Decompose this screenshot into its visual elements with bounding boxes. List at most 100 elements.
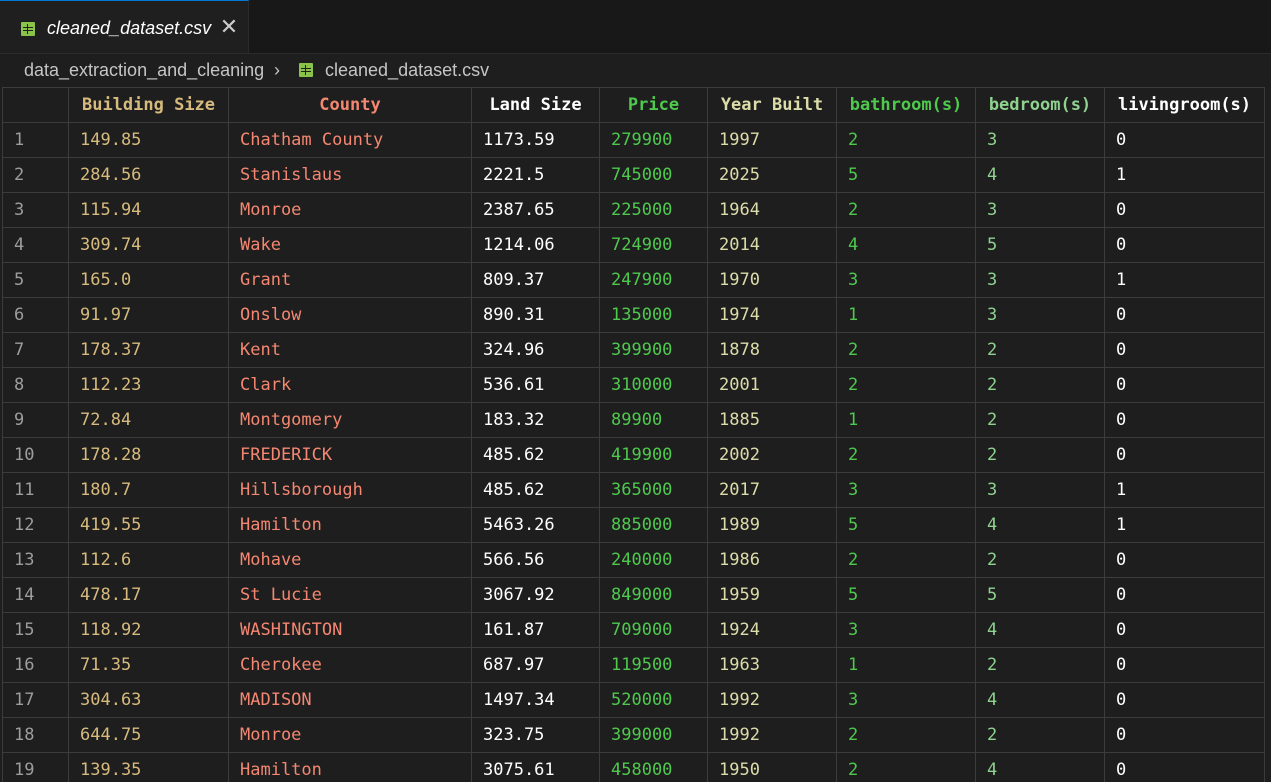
table-cell[interactable]: 1497.34 xyxy=(471,682,600,718)
table-cell[interactable]: 178.28 xyxy=(68,437,229,473)
table-cell[interactable]: St Lucie xyxy=(228,577,472,613)
table-cell[interactable]: 1 xyxy=(1104,157,1265,193)
table-cell[interactable]: 0 xyxy=(1104,752,1265,782)
table-row[interactable]: 3 115.94 Monroe 2387.65 225000 1964 2 3 0 xyxy=(2,192,1265,228)
table-cell[interactable]: 1924 xyxy=(707,612,837,648)
table-row[interactable]: 4 309.74 Wake 1214.06 724900 2014 4 5 0 xyxy=(2,227,1265,263)
column-header[interactable]: bathroom(s) xyxy=(836,87,976,123)
table-cell[interactable]: 0 xyxy=(1104,577,1265,613)
table-row[interactable]: 9 72.84 Montgomery 183.32 89900 1885 1 2 0 xyxy=(2,402,1265,438)
table-cell[interactable]: 112.6 xyxy=(68,542,229,578)
table-cell[interactable]: 323.75 xyxy=(471,717,600,753)
table-cell[interactable]: 72.84 xyxy=(68,402,229,438)
table-cell[interactable]: 324.96 xyxy=(471,332,600,368)
table-cell[interactable]: 5 xyxy=(975,577,1105,613)
table-cell[interactable]: 91.97 xyxy=(68,297,229,333)
table-cell[interactable]: 4 xyxy=(975,612,1105,648)
table-cell[interactable]: 1974 xyxy=(707,297,837,333)
table-row[interactable]: 12 419.55 Hamilton 5463.26 885000 1989 5 4 1 xyxy=(2,507,1265,543)
table-cell[interactable]: Hillsborough xyxy=(228,472,472,508)
table-cell[interactable]: 304.63 xyxy=(68,682,229,718)
table-cell[interactable]: 1 xyxy=(836,297,976,333)
table-cell[interactable]: 0 xyxy=(1104,717,1265,753)
table-cell[interactable]: 1970 xyxy=(707,262,837,298)
table-cell[interactable]: 0 xyxy=(1104,192,1265,228)
tab-cleaned-dataset[interactable]: cleaned_dataset.csv ✕ xyxy=(0,0,249,53)
table-cell[interactable]: 3 xyxy=(975,122,1105,158)
table-cell[interactable]: 2 xyxy=(975,332,1105,368)
table-cell[interactable]: Wake xyxy=(228,227,472,263)
table-cell[interactable]: FREDERICK xyxy=(228,437,472,473)
table-cell[interactable]: 4 xyxy=(975,157,1105,193)
table-cell[interactable]: 890.31 xyxy=(471,297,600,333)
table-cell[interactable]: 419900 xyxy=(599,437,708,473)
table-cell[interactable]: 5 xyxy=(836,157,976,193)
table-cell[interactable]: 365000 xyxy=(599,472,708,508)
table-cell[interactable]: 3 xyxy=(975,472,1105,508)
column-header[interactable]: Land Size xyxy=(471,87,600,123)
breadcrumb-folder[interactable]: data_extraction_and_cleaning xyxy=(24,60,265,80)
table-cell[interactable]: 2 xyxy=(836,717,976,753)
table-cell[interactable]: 4 xyxy=(975,752,1105,782)
table-cell[interactable]: 536.61 xyxy=(471,367,600,403)
table-cell[interactable]: 2 xyxy=(975,437,1105,473)
table-cell[interactable]: 687.97 xyxy=(471,647,600,683)
table-cell[interactable]: 2387.65 xyxy=(471,192,600,228)
table-cell[interactable]: 2002 xyxy=(707,437,837,473)
table-cell[interactable]: 165.0 xyxy=(68,262,229,298)
table-cell[interactable]: 225000 xyxy=(599,192,708,228)
table-cell[interactable]: 566.56 xyxy=(471,542,600,578)
table-cell[interactable]: Hamilton xyxy=(228,752,472,782)
table-row[interactable]: 13 112.6 Mohave 566.56 240000 1986 2 2 0 xyxy=(2,542,1265,578)
table-cell[interactable]: 2017 xyxy=(707,472,837,508)
table-cell[interactable]: 2 xyxy=(836,752,976,782)
table-cell[interactable]: 0 xyxy=(1104,297,1265,333)
table-cell[interactable]: 1992 xyxy=(707,682,837,718)
table-cell[interactable]: 118.92 xyxy=(68,612,229,648)
table-cell[interactable]: 1 xyxy=(1104,262,1265,298)
table-row[interactable]: 2 284.56 Stanislaus 2221.5 745000 2025 5 4 1 xyxy=(2,157,1265,193)
table-cell[interactable]: 2 xyxy=(975,367,1105,403)
table-row[interactable]: 7 178.37 Kent 324.96 399900 1878 2 2 0 xyxy=(2,332,1265,368)
table-cell[interactable]: 3 xyxy=(836,612,976,648)
table-cell[interactable]: 520000 xyxy=(599,682,708,718)
table-cell[interactable]: 399000 xyxy=(599,717,708,753)
table-row[interactable]: 5 165.0 Grant 809.37 247900 1970 3 3 1 xyxy=(2,262,1265,298)
table-cell[interactable]: 180.7 xyxy=(68,472,229,508)
table-cell[interactable]: 161.87 xyxy=(471,612,600,648)
table-cell[interactable]: 2221.5 xyxy=(471,157,600,193)
table-cell[interactable]: 2014 xyxy=(707,227,837,263)
close-icon[interactable]: ✕ xyxy=(219,14,239,39)
column-header[interactable]: Building Size xyxy=(68,87,229,123)
table-cell[interactable]: 3 xyxy=(836,682,976,718)
table-cell[interactable]: 0 xyxy=(1104,647,1265,683)
table-cell[interactable]: 2 xyxy=(836,122,976,158)
table-cell[interactable]: 4 xyxy=(836,227,976,263)
table-row[interactable]: 14 478.17 St Lucie 3067.92 849000 1959 5 5 0 xyxy=(2,577,1265,613)
table-cell[interactable]: 310000 xyxy=(599,367,708,403)
table-cell[interactable]: 279900 xyxy=(599,122,708,158)
table-cell[interactable]: 71.35 xyxy=(68,647,229,683)
column-header[interactable]: bedroom(s) xyxy=(975,87,1105,123)
table-cell[interactable]: Kent xyxy=(228,332,472,368)
table-cell[interactable]: 745000 xyxy=(599,157,708,193)
breadcrumb-file[interactable]: cleaned_dataset.csv xyxy=(325,60,490,80)
table-cell[interactable]: 1963 xyxy=(707,647,837,683)
column-header[interactable]: Price xyxy=(599,87,708,123)
table-cell[interactable]: 5463.26 xyxy=(471,507,600,543)
table-cell[interactable]: 5 xyxy=(836,507,976,543)
table-cell[interactable]: Stanislaus xyxy=(228,157,472,193)
table-cell[interactable]: 0 xyxy=(1104,612,1265,648)
table-cell[interactable]: 0 xyxy=(1104,332,1265,368)
table-cell[interactable]: 5 xyxy=(975,227,1105,263)
table-cell[interactable]: 2 xyxy=(836,437,976,473)
table-cell[interactable]: 0 xyxy=(1104,542,1265,578)
table-cell[interactable]: Mohave xyxy=(228,542,472,578)
table-cell[interactable]: 309.74 xyxy=(68,227,229,263)
table-cell[interactable]: WASHINGTON xyxy=(228,612,472,648)
table-cell[interactable]: Onslow xyxy=(228,297,472,333)
table-cell[interactable]: 724900 xyxy=(599,227,708,263)
table-cell[interactable]: 0 xyxy=(1104,122,1265,158)
table-cell[interactable]: 1986 xyxy=(707,542,837,578)
table-cell[interactable]: 2 xyxy=(975,717,1105,753)
